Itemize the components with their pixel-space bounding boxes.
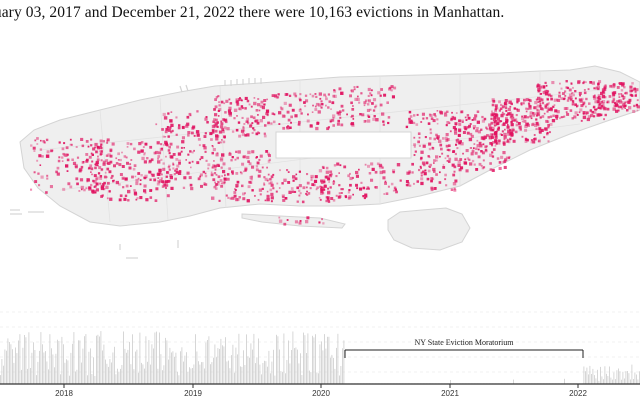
eviction-map[interactable]: [0, 58, 640, 283]
eviction-timeline[interactable]: 2018 2019 2020 2021 2022 NY State Evicti…: [0, 300, 640, 400]
eviction-dots: [30, 80, 640, 226]
roosevelt-island-shape: [241, 213, 346, 229]
tick-label-2018: 2018: [55, 389, 73, 398]
moratorium-bracket: [344, 349, 584, 358]
tick-label-2021: 2021: [441, 389, 459, 398]
central-park-cutout: [275, 131, 412, 159]
tick-label-2020: 2020: [312, 389, 330, 398]
tick-label-2019: 2019: [184, 389, 202, 398]
pier-lines-south: [10, 209, 179, 259]
moratorium-label: NY State Eviction Moratorium: [414, 338, 514, 347]
pier-lines: [179, 78, 262, 93]
governors-island-shape: [387, 207, 471, 251]
headline-text: nuary 03, 2017 and December 21, 2022 the…: [0, 4, 505, 21]
tick-label-2022: 2022: [569, 389, 587, 398]
timeline-ticks: [63, 384, 579, 388]
timeline-bars: [0, 331, 640, 384]
